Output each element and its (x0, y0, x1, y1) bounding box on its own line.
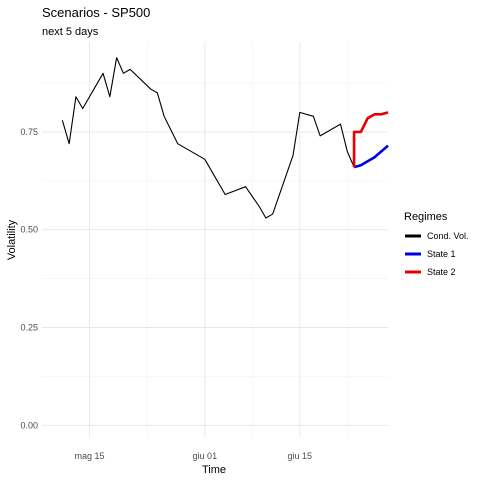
axis-ticks: 0.00 0.25 0.50 0.75 mag 15 giu 01 giu 15 (20, 127, 312, 461)
legend-label: State 1 (427, 249, 456, 259)
x-tick-label: giu 01 (193, 451, 218, 461)
y-tick-label: 0.50 (20, 225, 38, 235)
legend: Regimes Cond. Vol. State 1 State 2 (404, 211, 469, 277)
legend-label: Cond. Vol. (427, 231, 469, 241)
series-line-state-1 (354, 146, 388, 168)
x-tick-label: giu 15 (288, 451, 313, 461)
plot-series (62, 58, 388, 218)
x-tick-label: mag 15 (74, 451, 104, 461)
chart-subtitle: next 5 days (42, 26, 99, 38)
series-line-cond-vol (62, 58, 354, 218)
legend-items: Cond. Vol. State 1 State 2 (405, 231, 469, 277)
legend-title: Regimes (404, 211, 448, 223)
chart-title: Scenarios - SP500 (42, 5, 150, 20)
y-tick-label: 0.00 (20, 420, 38, 430)
legend-label: State 2 (427, 267, 456, 277)
y-tick-label: 0.75 (20, 127, 38, 137)
grid (42, 42, 388, 437)
x-axis-label: Time (202, 464, 226, 476)
y-axis-label: Volatility (6, 219, 18, 260)
y-tick-label: 0.25 (20, 322, 38, 332)
